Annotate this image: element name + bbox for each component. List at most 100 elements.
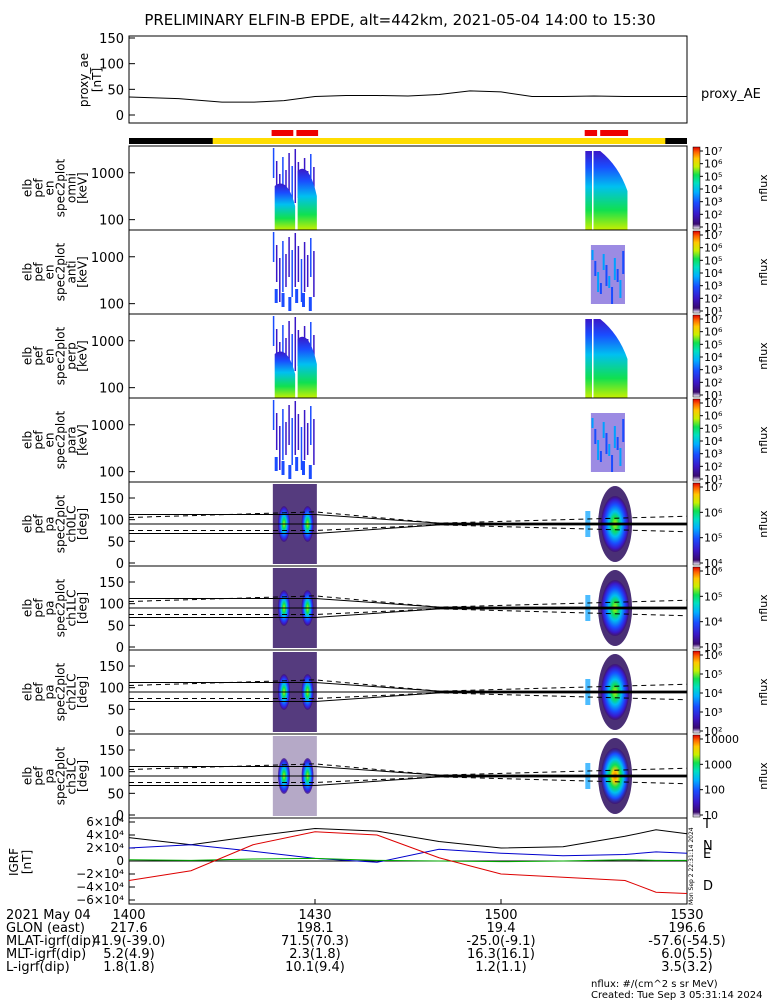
pass1-stripe <box>282 241 284 292</box>
panel-ylabel-line: pa <box>43 517 57 532</box>
colorbar-tick-label: 10² <box>704 208 722 221</box>
colorbar <box>692 314 701 398</box>
pass1-sparse <box>301 461 305 475</box>
pass1-stripe <box>288 321 290 361</box>
pa-ytick-label: 150 <box>99 576 124 591</box>
colorbar <box>692 734 701 818</box>
pass1-stripe <box>313 251 315 297</box>
x-row-value: 10.1(9.4) <box>285 960 345 975</box>
x-row-value: 16.3(16.1) <box>467 947 535 962</box>
colorbar-tick-label: 10⁶ <box>704 506 723 519</box>
panel-ylabel-line: en <box>43 181 57 196</box>
colorbar-tick-label: 10⁵ <box>704 422 722 435</box>
panel-ylabel-line: ch0LC <box>65 506 79 543</box>
x-row-value: 6.0(5.5) <box>661 947 713 962</box>
panel-ylabel-line: elb <box>21 263 35 281</box>
pa-ytick-label: 0 <box>116 641 124 656</box>
pass2-flux <box>585 319 628 398</box>
panel-ylabel-line: elb <box>21 515 35 533</box>
panel-ylabel-line: [keV] <box>76 424 90 455</box>
x-row-value: 5.2(4.9) <box>103 947 155 962</box>
pa-ytick-label: 0 <box>116 725 124 740</box>
colorbar-tick-label: 10¹ <box>704 389 722 402</box>
ae-ytick-label: 150 <box>99 32 124 47</box>
pass2-sparse <box>622 251 625 274</box>
colorbar-unit: nflux <box>757 342 770 370</box>
x-row-value: 41.9(-39.0) <box>93 934 166 949</box>
pass1-stripe <box>310 238 312 277</box>
colorbar-tick-label: 10¹ <box>704 305 722 318</box>
pa-ytick-label: 100 <box>99 682 124 697</box>
panel-ylabel-line: pef <box>32 346 46 366</box>
panel-ylabel-line: perp <box>65 342 79 370</box>
igrf-ylabel-line: IGRF <box>7 848 21 876</box>
pass2-sparse <box>591 250 594 260</box>
pass1-stripe <box>282 325 284 376</box>
colorbar-tick-label: 10² <box>704 376 722 389</box>
pa-ytick-label: 50 <box>107 535 124 550</box>
energy-ytick-label: 100 <box>99 466 124 481</box>
pass1-flux-b <box>297 168 317 230</box>
loss-cone-line <box>129 692 687 703</box>
pa-ytick-label: 150 <box>99 660 124 675</box>
colorbar-tick-label: 10⁶ <box>704 326 723 339</box>
colorbar-tick-label: 10⁶ <box>704 242 723 255</box>
pass2-sparse <box>597 272 600 292</box>
igrf-ytick-label: 4×10⁴ <box>86 828 124 842</box>
dip-loss-cone-line <box>129 776 687 785</box>
colorbar-tick-label: 10³ <box>704 706 722 719</box>
ae-ytick-label: 100 <box>99 58 124 73</box>
panel-ylabel-line: elb <box>21 683 35 701</box>
pass1-stripe <box>310 322 312 361</box>
pass1-stripe <box>297 414 300 450</box>
panel-ylabel-line: pef <box>32 262 46 282</box>
igrf-D-line <box>128 831 688 894</box>
panel-ylabel-line: ch1LC <box>65 590 79 627</box>
pass1-stripe <box>291 334 293 381</box>
x-row-label: GLON (east) <box>6 921 85 936</box>
panel-ylabel-line: en <box>43 433 57 448</box>
pa-ytick-label: 150 <box>99 492 124 507</box>
colorbar-tick-label: 100 <box>704 784 725 797</box>
igrf-ytick-label: 6×10⁴ <box>86 815 124 829</box>
pass2-sparse <box>599 283 602 294</box>
science-zone-marker <box>271 130 294 136</box>
pa-ytick-label: 100 <box>99 598 124 613</box>
x-row-value: 3.5(3.2) <box>661 960 713 975</box>
igrf-legend-N: N <box>703 839 713 854</box>
pass1-sparse <box>295 457 299 471</box>
panel-ylabel-line: pef <box>32 430 46 450</box>
dip-loss-cone-line <box>129 692 687 701</box>
panel-ylabel-line: spec2plot <box>54 326 68 385</box>
pass1-sparse <box>308 465 312 479</box>
colorbar <box>692 398 701 482</box>
spectrogram-panel-1: 1000100elbpefenspec2plotanti[keV]10⁷10⁶1… <box>21 229 771 318</box>
pass1-stripe <box>275 329 278 366</box>
pass1-stripe <box>272 148 275 178</box>
colorbar-tick-label: 10⁶ <box>704 565 723 578</box>
pass1-flux-a <box>274 351 296 398</box>
igrf-ytick-label: 2×10⁴ <box>86 841 124 855</box>
pass1-stripe <box>272 316 275 346</box>
pa-ytick-label: 50 <box>107 703 124 718</box>
pass1-sparse <box>281 293 285 307</box>
pass1-stripe <box>291 418 293 465</box>
colorbar-tick-label: 10⁴ <box>704 616 723 629</box>
pass2-sparse <box>608 276 611 288</box>
dip-anti-loss-cone-line <box>129 595 687 608</box>
loss-cone-line <box>129 608 687 619</box>
pa-ytick-label: 100 <box>99 514 124 529</box>
pass1-stripe <box>275 245 278 282</box>
energy-ytick-label: 1000 <box>91 335 124 350</box>
pass2-sparse <box>594 429 597 444</box>
colorbar-tick-label: 10000 <box>704 733 739 746</box>
panel-ylabel-line: spec2plot <box>54 578 68 637</box>
colorbar-tick-label: 10² <box>704 460 722 473</box>
panel-ylabel-line: pef <box>32 598 46 618</box>
colorbar-tick-label: 10⁴ <box>704 557 723 570</box>
x-row-value: 1500 <box>484 908 517 923</box>
colorbar-unit: nflux <box>757 258 770 286</box>
